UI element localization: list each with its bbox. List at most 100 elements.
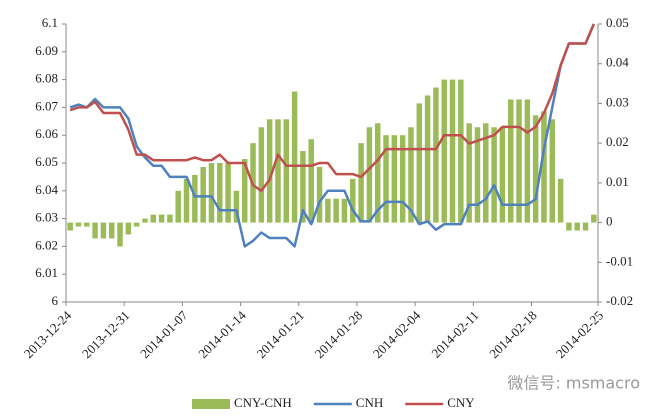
bar [491, 127, 497, 223]
y2-tick-label: 0.05 [606, 15, 629, 30]
bar [217, 163, 223, 223]
bar [158, 214, 165, 223]
x-tick-label: 2014-01-28 [312, 308, 366, 362]
bar [483, 123, 489, 223]
bar [100, 222, 107, 239]
bar [341, 198, 348, 223]
bar [84, 222, 90, 227]
bar [75, 222, 82, 227]
bar [333, 198, 339, 223]
bar [350, 178, 356, 223]
y-tick-label: 6.1 [42, 15, 58, 30]
bar [541, 111, 547, 223]
y-tick-label: 6.01 [35, 265, 58, 280]
x-tick-label: 2014-02-25 [553, 308, 607, 362]
bar [92, 222, 98, 239]
y2-tick-label: 0.03 [606, 94, 629, 109]
bar [516, 99, 522, 223]
bar [133, 222, 140, 227]
bar [566, 222, 572, 231]
bar [574, 222, 580, 231]
bar [200, 166, 206, 223]
bar [142, 218, 148, 223]
bar [183, 178, 190, 223]
bar [233, 190, 240, 223]
bar [582, 222, 589, 231]
bar [167, 214, 173, 223]
bar [117, 222, 123, 247]
bar [67, 222, 73, 231]
bar [399, 135, 406, 223]
line [69, 23, 595, 193]
legend-label: CNH [356, 395, 383, 410]
y-tick-label: 6.03 [35, 210, 58, 225]
y2-tick-label: -0.01 [606, 253, 633, 268]
bar [466, 123, 472, 223]
x-tick-label: 2013-12-24 [21, 307, 75, 361]
bar [449, 79, 456, 223]
x-tick-label: 2014-02-18 [486, 308, 540, 362]
y-tick-label: 6.05 [35, 154, 58, 169]
bar [175, 190, 181, 223]
bar [416, 103, 423, 223]
bar [374, 123, 381, 223]
bar [358, 143, 364, 223]
x-tick-label: 2013-12-31 [79, 308, 133, 362]
bar [557, 178, 564, 223]
bar [532, 115, 539, 223]
bar [283, 119, 290, 223]
bar [391, 135, 398, 223]
legend-label: CNY-CNH [234, 395, 292, 410]
watermark: 微信号: msmacro [507, 374, 640, 393]
y2-tick-label: 0 [606, 214, 613, 229]
y2-tick-label: 0.01 [606, 174, 629, 189]
bar [433, 87, 439, 223]
bar [383, 135, 389, 223]
bar [524, 99, 531, 223]
bar [266, 119, 273, 223]
bar [258, 127, 265, 223]
bar [108, 222, 115, 239]
y-tick-label: 6 [52, 293, 59, 308]
bar [325, 198, 331, 223]
bar [441, 79, 447, 223]
bar [424, 95, 431, 223]
bar [316, 166, 323, 223]
bar [150, 214, 157, 223]
y-tick-label: 6.09 [35, 43, 58, 58]
x-tick-label: 2014-02-04 [370, 307, 424, 361]
legend-label: CNY [447, 395, 475, 410]
bar [408, 127, 414, 223]
x-tick-label: 2014-01-07 [137, 307, 191, 361]
y2-tick-label: 0.02 [606, 134, 629, 149]
bar [474, 127, 481, 223]
x-tick-label: 2014-02-11 [428, 308, 481, 361]
bar [275, 119, 281, 223]
x-tick-label: 2014-01-14 [195, 307, 249, 361]
bar [458, 79, 464, 223]
legend-swatch [192, 399, 230, 409]
bar [225, 163, 231, 223]
bar [591, 214, 597, 223]
bar [507, 99, 514, 223]
y-tick-label: 6.02 [35, 237, 58, 252]
bar [241, 159, 248, 223]
bar [308, 139, 314, 223]
y-tick-label: 6.04 [35, 182, 58, 197]
bar [125, 222, 132, 235]
y-tick-label: 6.06 [35, 126, 58, 141]
y2-tick-label: -0.02 [606, 293, 633, 308]
bar [366, 127, 373, 223]
bar [549, 119, 556, 223]
bar [208, 163, 215, 223]
bar [192, 174, 198, 223]
line [69, 23, 595, 248]
bar [499, 127, 506, 223]
bar [291, 91, 298, 223]
y-tick-label: 6.07 [35, 98, 58, 113]
x-tick-label: 2014-01-21 [253, 308, 307, 362]
y2-tick-label: 0.04 [606, 55, 629, 70]
bar [300, 151, 306, 223]
y-tick-label: 6.08 [35, 71, 58, 86]
